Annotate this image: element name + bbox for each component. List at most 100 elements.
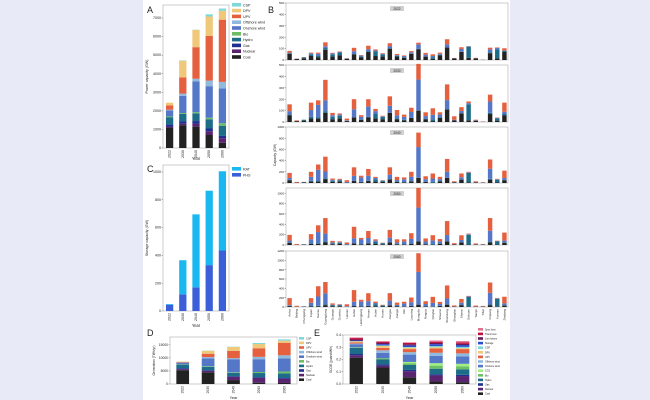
subplot-title-box	[390, 130, 404, 135]
bar-2030-upv	[376, 347, 390, 351]
figure-canvas: A B C D E 2022 2030 2040 2050 20600100020003…	[145, 1, 509, 400]
bar-shaanxi-upv	[437, 239, 443, 242]
y-tick-label: 15000	[159, 343, 168, 347]
bar-xinjiang-hydro	[487, 52, 493, 54]
bar-2040-csp	[402, 347, 417, 348]
bar-2060-coal	[456, 382, 470, 384]
bar-chongqing-coal	[301, 120, 307, 122]
bar-guangdong-upv	[323, 42, 328, 47]
bar-shanxi-coal	[459, 305, 464, 307]
bar-guizhou-onshore-wind	[337, 52, 342, 53]
bar-guizhou-hydro	[337, 305, 342, 307]
bar-2030-coal	[201, 372, 215, 384]
y-tick-label: 6000	[153, 35, 161, 39]
x-tick-label: Yunnan	[495, 309, 499, 320]
bar-2050-dpv	[252, 344, 266, 349]
bar-heilongjiang-coal	[358, 182, 364, 183]
subplot-title-box	[390, 254, 404, 259]
legend-swatch-nuclear	[232, 49, 241, 53]
y-tick-label: 400	[155, 253, 161, 257]
bar-2060-bio	[456, 366, 470, 370]
bar-xinjiang-coal	[487, 179, 493, 183]
bar-hubei-onshore-wind	[373, 50, 378, 52]
legend-swatch-hydro	[299, 364, 304, 368]
legend-label-upv: UPV	[485, 356, 490, 359]
bar-2050-gas	[205, 128, 213, 132]
bar-2050-hydro	[205, 119, 213, 129]
bar-2050-nuclear	[205, 131, 213, 135]
bar-2030-coal	[376, 367, 390, 384]
bar-gansu-coal	[316, 306, 321, 307]
bar-fujian-hydro	[308, 116, 314, 119]
bar-2022-onshore-wind	[349, 344, 363, 348]
y-tick-label: 3000	[153, 90, 161, 94]
bar-guizhou-coal	[337, 118, 342, 122]
legend-swatch-trans-lines	[478, 332, 483, 336]
legend-label-coal: Coal	[243, 56, 251, 60]
bar-ningxia-coal	[423, 56, 428, 60]
bar-shandong-upv	[444, 221, 450, 236]
bar-2022-bio	[349, 347, 363, 348]
bar-heilongjiang-hydro	[358, 119, 364, 120]
bar-guizhou-hydro	[337, 180, 342, 182]
bar-shaanxi-hydro	[437, 54, 443, 56]
x-tick-label: Xinjiang	[488, 309, 492, 320]
y-tick-label: 400	[279, 13, 284, 17]
bar-2022-offshore-wind	[165, 109, 174, 111]
bar-guangxi-upv	[330, 112, 335, 116]
bar-fujian-upv	[308, 102, 314, 111]
bar-shandong-coal	[444, 241, 450, 245]
bar-2050-hydro	[252, 373, 266, 378]
bar-anhui-coal	[287, 180, 292, 183]
bar-fujian-onshore-wind	[308, 53, 314, 55]
bar-heilongjiang-hydro	[358, 56, 364, 58]
x-tick-label: Hebei	[352, 309, 356, 317]
bar-guangdong-onshore-wind	[323, 100, 328, 112]
bar-fujian-onshore-wind	[308, 239, 314, 244]
bar-2040-offshore-wind	[402, 352, 417, 355]
legend-label-nuclear: Nuclear	[306, 373, 315, 377]
bar-2060-phs	[218, 250, 227, 311]
bar-beijing-upv	[294, 120, 299, 121]
bar-2060-spur-lines	[456, 341, 470, 343]
bar-hubei-coal	[373, 306, 378, 307]
legend-label-trans-lines: Trans lines	[485, 333, 497, 336]
y-tick-label: 0	[282, 181, 284, 185]
bar-guizhou-coal	[337, 306, 342, 307]
bar-gansu-hydro	[316, 56, 321, 58]
y-tick-label: 200	[279, 170, 284, 174]
bar-anhui-upv	[287, 172, 292, 178]
bar-guangxi-hydro	[330, 116, 335, 120]
x-tick-label: 2060	[461, 386, 465, 394]
legend-label-gas: Gas	[306, 369, 311, 373]
bar-hubei-upv	[373, 301, 378, 304]
bar-shandong-onshore-wind	[444, 235, 450, 242]
bar-2040-spur-lines	[402, 342, 417, 343]
bar-hunan-coal	[380, 56, 385, 60]
bar-2022-gas	[165, 124, 174, 127]
bar-hunan-hydro	[380, 180, 385, 182]
bar-liaoning-coal	[409, 118, 414, 122]
bar-2060-offshore-wind	[277, 355, 291, 359]
bar-heilongjiang-onshore-wind	[358, 301, 364, 307]
bar-shandong-coal	[444, 304, 450, 307]
legend-swatch-offshore-wind	[299, 350, 304, 354]
bar-gansu-hydro	[316, 117, 321, 119]
y-tick-label: 600	[279, 212, 284, 216]
bar-gansu-onshore-wind	[316, 169, 321, 182]
bar-hebei-upv	[351, 47, 357, 52]
bar-liaoning-onshore-wind	[409, 52, 414, 54]
bar-shanghai-upv	[452, 181, 457, 183]
bar-guangxi-hydro	[330, 54, 335, 57]
bar-guangxi-onshore-wind	[330, 242, 335, 244]
bar-shanghai-upv	[452, 116, 457, 120]
bar-mongolia-coal	[416, 49, 421, 60]
bar-jiangsu-coal	[387, 242, 393, 245]
bar-hubei-onshore-wind	[373, 111, 378, 115]
y-tick-label: 0.0	[336, 382, 341, 386]
bar-hunan-coal	[380, 244, 385, 245]
legend-label-coal: Coal	[485, 393, 490, 396]
bar-guizhou-coal	[337, 55, 342, 60]
bar-fujian-upv	[308, 298, 314, 303]
y-tick-label: 0.1	[336, 370, 341, 374]
